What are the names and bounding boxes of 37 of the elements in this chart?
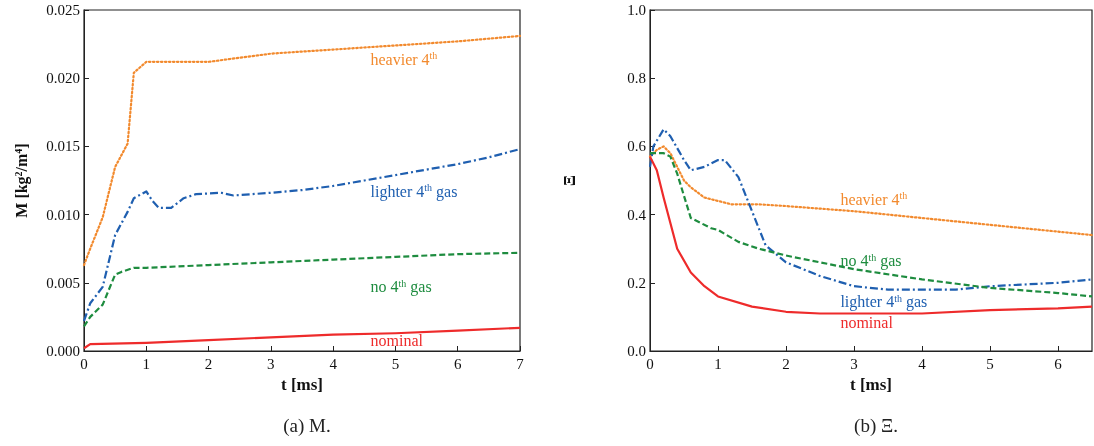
x-tick-label: 4 — [329, 355, 338, 372]
series-label: nominal — [840, 313, 894, 331]
y-axis-title: Ξ — [560, 174, 578, 186]
y-tick-label: 0.0 — [627, 343, 646, 359]
x-axis-title: t [ms] — [280, 374, 324, 394]
y-tick-label: 0.015 — [46, 138, 80, 155]
text: (b) Ξ. — [854, 415, 898, 437]
y-tick-label: 0.025 — [46, 2, 80, 18]
x-tick-label: 6 — [453, 355, 462, 372]
series-label: nominal — [370, 331, 424, 349]
x-axis-title: t [ms] — [849, 374, 893, 394]
x-tick-label: 0 — [646, 355, 654, 372]
y-tick-label: 1.0 — [627, 2, 646, 18]
x-tick-label: 5 — [391, 355, 400, 372]
y-tick-label: 0.010 — [46, 206, 80, 223]
y-tick-label: 0.4 — [627, 206, 647, 223]
x-tick-label: 1 — [142, 355, 151, 372]
text: (a) M. — [283, 415, 331, 437]
y-tick-label: 0.020 — [46, 70, 80, 87]
y-tick-label: 0.2 — [627, 274, 646, 291]
y-axis-title: M [kg2/m4] — [12, 143, 31, 218]
x-tick-label: 2 — [204, 355, 213, 372]
x-tick-label: 3 — [850, 355, 858, 372]
x-tick-label: 1 — [714, 355, 722, 372]
x-tick-label: 2 — [782, 355, 790, 372]
x-tick-label: 6 — [1054, 355, 1063, 372]
y-tick-label: 0.000 — [46, 343, 80, 359]
x-tick-label: 5 — [986, 355, 994, 372]
x-tick-label: 3 — [267, 355, 275, 372]
line-series — [648, 145, 1094, 237]
x-tick-label: 0 — [80, 355, 88, 372]
x-tick-label: 4 — [918, 355, 927, 372]
x-tick-label: 7 — [516, 355, 525, 372]
line-series — [82, 34, 522, 267]
y-tick-label: 0.005 — [46, 274, 80, 291]
y-tick-label: 0.8 — [627, 70, 646, 87]
y-tick-label: 0.6 — [627, 138, 647, 155]
